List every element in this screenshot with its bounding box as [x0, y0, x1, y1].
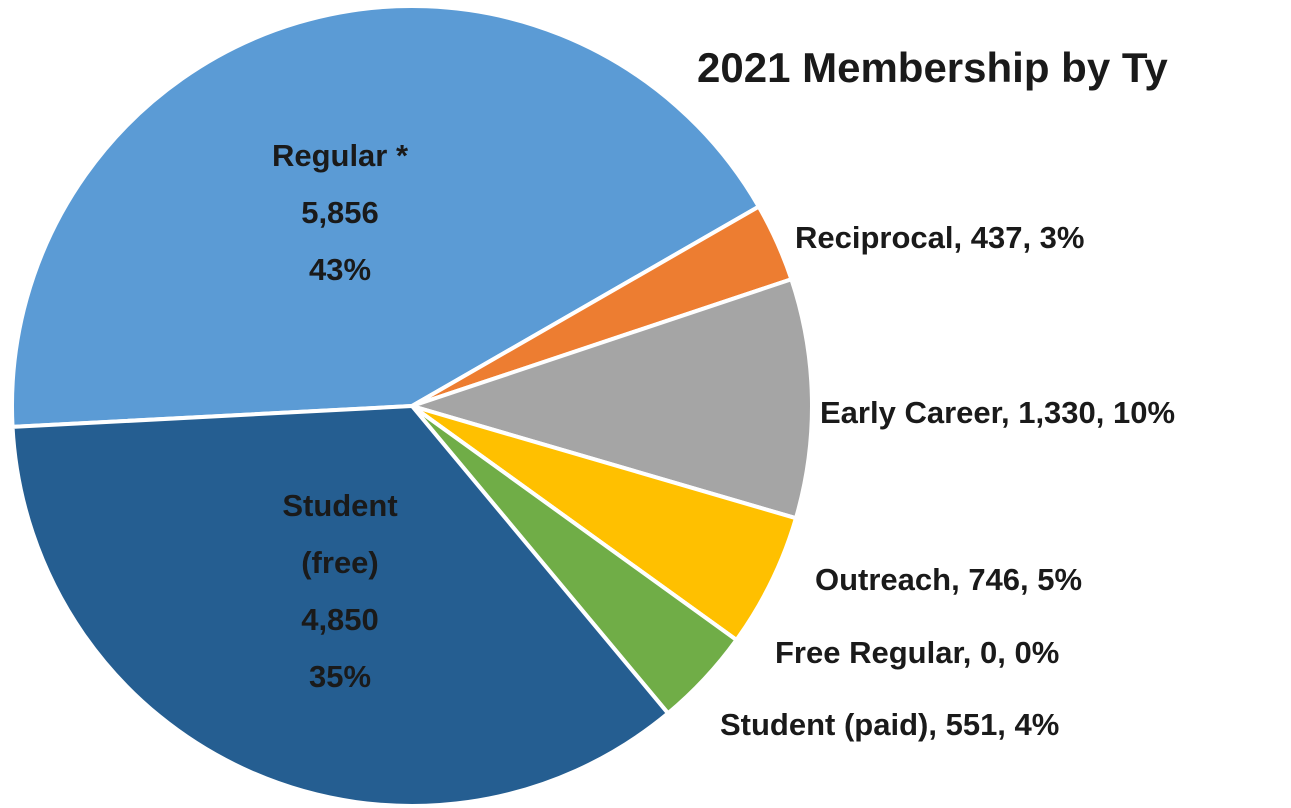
- data-label: Early Career, 1,330, 10%: [820, 395, 1175, 430]
- pie-slice: [10, 404, 671, 808]
- pie-slice: [10, 4, 761, 429]
- pie-slice: [410, 277, 814, 521]
- data-label: Outreach, 746, 5%: [815, 562, 1082, 597]
- data-label: 5,856: [301, 195, 379, 230]
- data-label: Regular *: [272, 138, 409, 173]
- data-label: Student: [282, 488, 397, 523]
- data-label: Reciprocal, 437, 3%: [795, 220, 1085, 255]
- data-label: 4,850: [301, 602, 379, 637]
- data-label: Student (paid), 551, 4%: [720, 707, 1059, 742]
- data-label: 43%: [309, 252, 371, 287]
- data-label: Free Regular, 0, 0%: [775, 635, 1059, 670]
- data-label: 35%: [309, 659, 371, 694]
- chart-title: 2021 Membership by Ty: [697, 44, 1168, 91]
- data-label: (free): [301, 545, 379, 580]
- slices: [10, 4, 814, 808]
- pie-slice: [410, 404, 798, 642]
